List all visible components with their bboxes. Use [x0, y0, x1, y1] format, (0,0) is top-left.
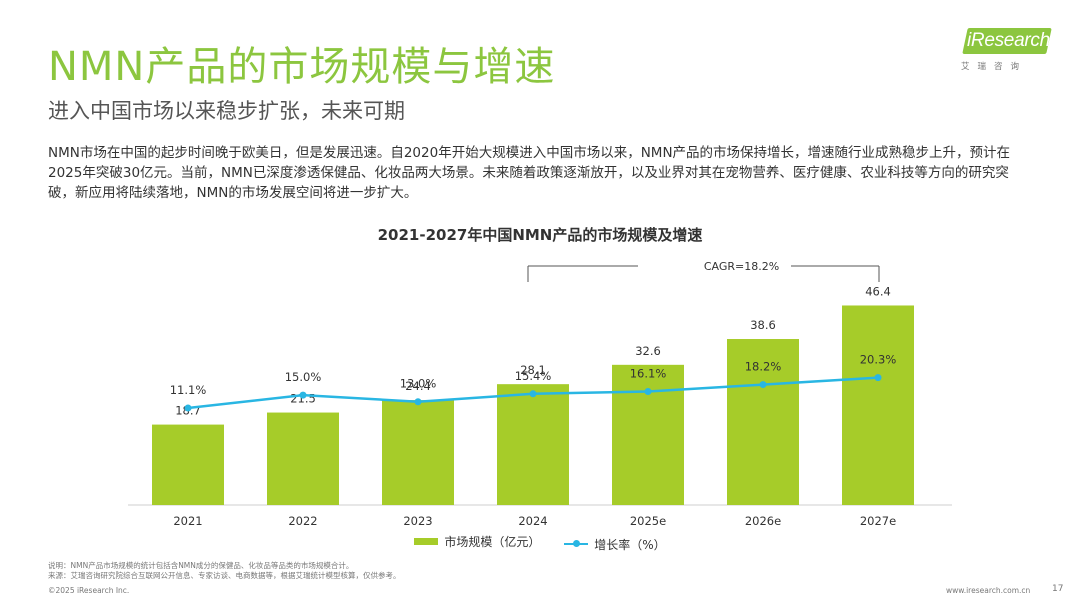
page-title: NMN产品的市场规模与增速: [48, 44, 556, 90]
growth-point-2022: [299, 391, 307, 399]
x-tick-2026e: 2026e: [745, 514, 781, 525]
body-paragraph: NMN市场在中国的起步时间晚于欧美日，但是发展迅速。自2020年开始大规模进入中…: [48, 145, 1011, 201]
combo-chart: 2021-2027年中国NMN产品的市场规模及增速CAGR=18.2%18.72…: [128, 226, 952, 528]
chart-legend: 市场规模（亿元） 增长率（%）: [0, 533, 1080, 553]
growth-label-2022: 15.0%: [285, 370, 322, 384]
legend-swatch-line: [564, 540, 589, 547]
bar-label-2027e: 46.4: [865, 284, 891, 298]
logo-word: iResearch: [967, 30, 1050, 51]
page-subtitle: 进入中国市场以来稳步扩张，未来可期: [48, 99, 405, 123]
growth-label-2025e: 16.1%: [630, 367, 667, 381]
bar-label-2025e: 32.6: [635, 344, 661, 358]
bar-2026e: [727, 339, 799, 505]
growth-label-2024: 15.4%: [515, 369, 552, 383]
cagr-label: CAGR=18.2%: [704, 260, 779, 273]
legend-swatch-bar: [414, 538, 439, 545]
x-tick-2024: 2024: [518, 514, 547, 525]
growth-point-2025e: [644, 388, 652, 395]
x-tick-2021: 2021: [173, 514, 202, 525]
page-number: 17: [1052, 584, 1064, 594]
bar-2022: [267, 412, 339, 505]
legend-item-bar: 市场规模（亿元）: [414, 533, 540, 550]
growth-label-2027e: 20.3%: [860, 353, 897, 367]
growth-label-2023: 13.0%: [400, 377, 437, 391]
x-tick-2027e: 2027e: [860, 514, 896, 525]
bar-label-2024: 28.1: [520, 363, 546, 377]
bar-2023: [382, 400, 454, 505]
copyright: ©2025 iResearch Inc.: [48, 586, 130, 595]
growth-label-2021: 11.1%: [170, 383, 207, 397]
logo-subtitle: 艾瑞咨询: [961, 62, 1028, 72]
growth-point-2024: [529, 390, 537, 398]
x-tick-2022: 2022: [288, 514, 317, 525]
chart-area: 2021-2027年中国NMN产品的市场规模及增速CAGR=18.2%18.72…: [0, 215, 1080, 555]
growth-point-2021: [184, 404, 192, 412]
footnote-note: 说明：NMN产品市场规模的统计包括含NMN成分的保健品、化妆品等品类的市场规模合…: [48, 561, 354, 570]
growth-point-2027e: [874, 374, 882, 382]
growth-point-2023: [414, 398, 422, 406]
bar-2021: [152, 424, 224, 505]
bar-label-2023: 24.4: [405, 379, 431, 393]
bar-2024: [497, 384, 569, 505]
legend-label-bar: 市场规模（亿元）: [444, 535, 541, 549]
iresearch-logo: iResearch 艾瑞咨询: [955, 28, 1055, 78]
chart-title: 2021-2027年中国NMN产品的市场规模及增速: [378, 226, 703, 244]
x-tick-2023: 2023: [403, 514, 432, 525]
growth-point-2026e: [759, 381, 767, 389]
x-tick-2025e: 2025e: [630, 514, 666, 525]
bar-2025e: [612, 364, 684, 505]
growth-label-2026e: 18.2%: [745, 360, 782, 374]
bar-2027e: [842, 305, 914, 505]
footnotes: 说明：NMN产品市场规模的统计包括含NMN成分的保健品、化妆品等品类的市场规模合…: [48, 561, 401, 581]
website-link[interactable]: www.iresearch.com.cn: [946, 586, 1031, 595]
footnote-source: 来源：艾瑞咨询研究院综合互联网公开信息、专家访谈、电商数据等，根据艾瑞统计模型核…: [48, 571, 401, 580]
legend-item-line: 增长率（%）: [564, 536, 666, 553]
legend-label-line: 增长率（%）: [594, 537, 666, 552]
bar-label-2026e: 38.6: [750, 318, 776, 332]
